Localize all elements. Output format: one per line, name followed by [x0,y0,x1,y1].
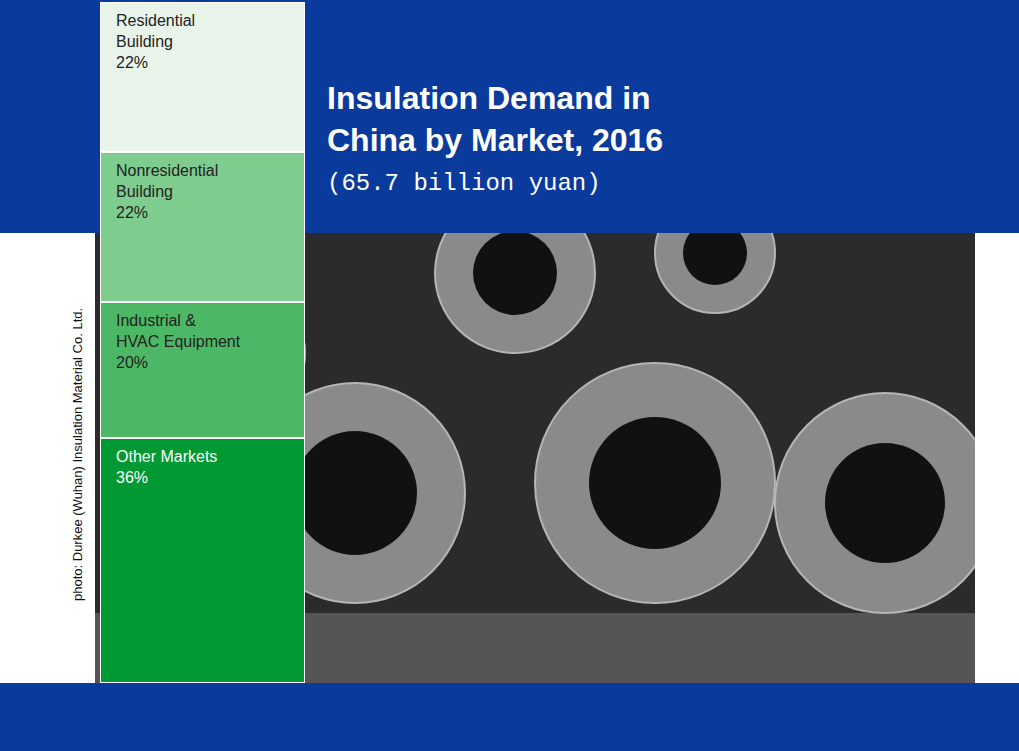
svg-text:(65.7 billion yuan): (65.7 billion yuan) [327,170,601,197]
svg-text:ResidentialBuilding22%: ResidentialBuilding22% [116,12,195,71]
svg-text:Other Markets36%: Other Markets36% [116,448,217,486]
svg-text:NonresidentialBuilding22%: NonresidentialBuilding22% [116,162,218,221]
svg-text:Industrial &HVAC Equipment20%: Industrial &HVAC Equipment20% [116,312,241,371]
svg-text:photo: Durkee (Wuhan) Insulati: photo: Durkee (Wuhan) Insulation Materia… [70,308,85,601]
svg-text:Insulation Demand inChina by M: Insulation Demand inChina by Market, 201… [327,80,663,158]
